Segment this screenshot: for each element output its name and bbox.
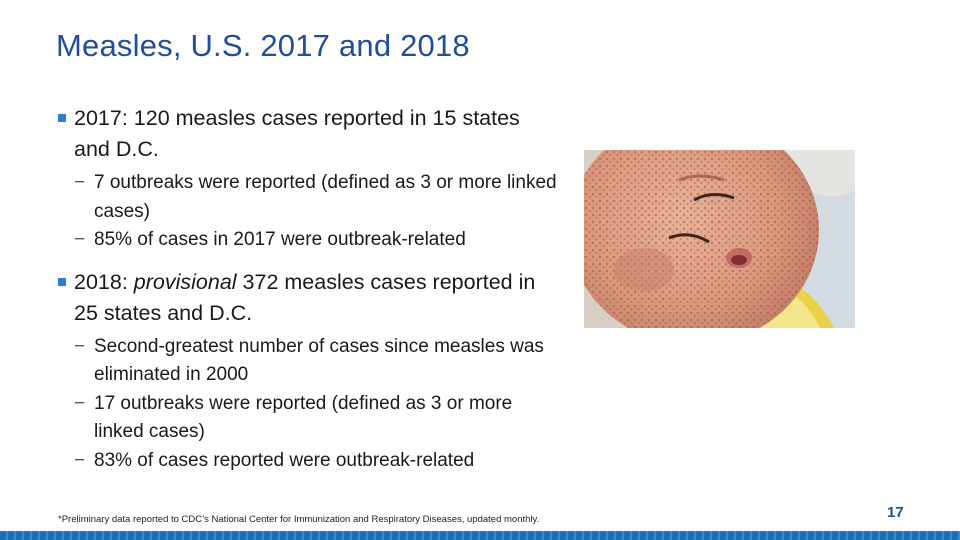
bullet-2018-italic: provisional bbox=[133, 269, 237, 294]
dash-bullet-icon: − bbox=[74, 335, 86, 357]
square-bullet-icon bbox=[58, 277, 66, 286]
dash-bullet-icon: − bbox=[74, 172, 86, 193]
sub-bullet: − 83% of cases reported were outbreak-re… bbox=[74, 447, 558, 476]
dash-bullet-icon: − bbox=[74, 229, 86, 250]
sub-bullet: − 17 outbreaks were reported (defined as… bbox=[74, 390, 558, 447]
page-number: 17 bbox=[887, 504, 904, 521]
footnote: *Preliminary data reported to CDC’s Nati… bbox=[58, 514, 540, 525]
bullet-2017-text: 2017: 120 measles cases reported in 15 s… bbox=[74, 106, 520, 161]
sub-bullet-text: Second-greatest number of cases since me… bbox=[94, 335, 544, 386]
sub-bullet: − 7 outbreaks were reported (defined as … bbox=[74, 169, 558, 226]
dash-bullet-icon: − bbox=[74, 392, 86, 414]
square-bullet-icon bbox=[58, 114, 66, 122]
bullet-list: 2017: 120 measles cases reported in 15 s… bbox=[58, 103, 558, 475]
bullet-2017: 2017: 120 measles cases reported in 15 s… bbox=[58, 103, 558, 165]
sub-bullet-text: 83% of cases reported were outbreak-rela… bbox=[94, 449, 475, 471]
slide-title: Measles, U.S. 2017 and 2018 bbox=[56, 28, 470, 63]
sub-bullets-2018: − Second-greatest number of cases since … bbox=[74, 333, 558, 476]
bottom-accent-bar bbox=[0, 531, 960, 540]
sub-bullet: − 85% of cases in 2017 were outbreak-rel… bbox=[74, 226, 558, 255]
sub-bullets-2017: − 7 outbreaks were reported (defined as … bbox=[74, 169, 558, 255]
measles-child-photo bbox=[584, 150, 855, 328]
sub-bullet-text: 17 outbreaks were reported (defined as 3… bbox=[94, 392, 513, 443]
bullet-2018: 2018: provisional 372 measles cases repo… bbox=[58, 267, 558, 329]
sub-bullet: − Second-greatest number of cases since … bbox=[74, 333, 558, 390]
sub-bullet-text: 85% of cases in 2017 were outbreak-relat… bbox=[94, 229, 466, 250]
sub-bullet-text: 7 outbreaks were reported (defined as 3 … bbox=[94, 172, 557, 222]
bullet-2018-lead: 2018: bbox=[74, 269, 134, 294]
dash-bullet-icon: − bbox=[74, 449, 86, 471]
bullet-2018-rest: 372 measles cases reported in 25 states … bbox=[74, 269, 536, 325]
